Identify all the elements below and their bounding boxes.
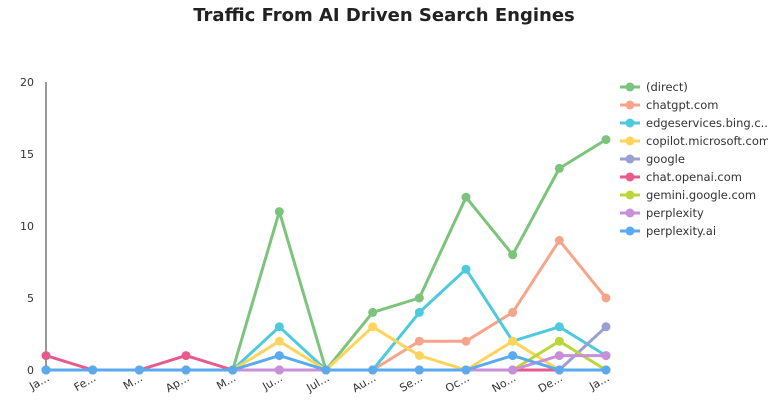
data-point bbox=[461, 264, 471, 274]
chart-title: Traffic From AI Driven Search Engines bbox=[193, 5, 575, 26]
data-point bbox=[508, 250, 518, 260]
data-point bbox=[554, 365, 564, 375]
y-tick-label: 5 bbox=[27, 292, 34, 305]
data-point bbox=[181, 351, 191, 361]
legend-item[interactable]: perplexity.ai bbox=[620, 224, 716, 238]
data-point bbox=[414, 351, 424, 361]
legend-item[interactable]: edgeservices.bing.c... bbox=[620, 116, 768, 130]
y-tick-label: 20 bbox=[20, 76, 34, 89]
data-point bbox=[461, 365, 471, 375]
series-line bbox=[44, 267, 608, 372]
data-point bbox=[134, 365, 144, 375]
data-point bbox=[368, 307, 378, 317]
y-tick-label: 10 bbox=[20, 220, 34, 233]
legend: (direct) chatgpt.com edgeservices.bing.c..… bbox=[620, 80, 768, 238]
legend-item[interactable]: (direct) bbox=[620, 80, 688, 94]
data-point bbox=[601, 322, 611, 332]
legend-item[interactable]: copilot.microsoft.com bbox=[620, 134, 768, 148]
data-point bbox=[461, 336, 471, 346]
data-point bbox=[414, 307, 424, 317]
x-tick-label: Oc... bbox=[443, 371, 471, 395]
x-tick-label: M... bbox=[121, 371, 145, 392]
legend-item[interactable]: perplexity bbox=[620, 206, 704, 220]
legend-item[interactable]: chat.openai.com bbox=[620, 170, 742, 184]
data-point bbox=[368, 322, 378, 332]
series-line bbox=[44, 138, 608, 372]
legend-label: chatgpt.com bbox=[646, 98, 719, 112]
data-point bbox=[601, 351, 611, 361]
data-point bbox=[601, 135, 611, 145]
data-point bbox=[508, 351, 518, 361]
data-point bbox=[554, 163, 564, 173]
legend-item[interactable]: gemini.google.com bbox=[620, 188, 756, 202]
data-point bbox=[461, 192, 471, 202]
data-point bbox=[41, 365, 51, 375]
legend-marker-icon bbox=[625, 100, 635, 110]
x-tick-label: Ap... bbox=[163, 371, 191, 395]
data-point bbox=[508, 365, 518, 375]
data-point bbox=[554, 351, 564, 361]
legend-marker-icon bbox=[625, 82, 635, 92]
data-point bbox=[554, 235, 564, 245]
series-layer bbox=[41, 135, 611, 375]
data-point bbox=[41, 351, 51, 361]
data-point bbox=[414, 336, 424, 346]
data-point bbox=[228, 365, 238, 375]
x-tick-label: Ju... bbox=[260, 371, 285, 393]
data-point bbox=[554, 336, 564, 346]
series-8 bbox=[41, 351, 611, 375]
legend-marker-icon bbox=[625, 136, 635, 146]
data-point bbox=[508, 336, 518, 346]
legend-marker-icon bbox=[625, 190, 635, 200]
data-point bbox=[414, 365, 424, 375]
data-point bbox=[554, 322, 564, 332]
legend-label: google bbox=[646, 152, 685, 166]
series-line bbox=[44, 238, 608, 372]
legend-label: (direct) bbox=[646, 80, 688, 94]
data-point bbox=[601, 293, 611, 303]
x-tick-label: Ja... bbox=[586, 371, 611, 393]
data-point bbox=[508, 307, 518, 317]
data-point bbox=[274, 336, 284, 346]
legend-label: chat.openai.com bbox=[646, 170, 742, 184]
x-tick-label: Jul... bbox=[304, 371, 332, 395]
legend-marker-icon bbox=[625, 208, 635, 218]
x-tick-label: Fe... bbox=[72, 371, 98, 394]
series-1 bbox=[41, 235, 611, 375]
data-point bbox=[274, 207, 284, 217]
data-point bbox=[414, 293, 424, 303]
x-tick-label: Se... bbox=[397, 371, 425, 394]
y-tick-label: 15 bbox=[20, 148, 34, 161]
legend-marker-icon bbox=[625, 172, 635, 182]
data-point bbox=[321, 365, 331, 375]
data-point bbox=[181, 365, 191, 375]
legend-label: copilot.microsoft.com bbox=[646, 134, 768, 148]
legend-label: gemini.google.com bbox=[646, 188, 756, 202]
data-point bbox=[274, 351, 284, 361]
x-axis-ticks: Ja... Fe... M... Ap... M... Ju... Jul... Au... S… bbox=[26, 371, 611, 395]
x-tick-label: M... bbox=[214, 371, 238, 392]
y-tick-label: 0 bbox=[27, 364, 34, 377]
x-tick-label: No... bbox=[490, 371, 518, 395]
x-tick-label: De... bbox=[536, 371, 565, 395]
x-tick-label: Au... bbox=[350, 371, 378, 395]
y-axis-ticks: 0 5 10 15 20 bbox=[20, 76, 34, 377]
data-point bbox=[274, 365, 284, 375]
legend-marker-icon bbox=[625, 118, 635, 128]
data-point bbox=[601, 365, 611, 375]
data-point bbox=[88, 365, 98, 375]
legend-label: perplexity bbox=[646, 206, 704, 220]
legend-label: edgeservices.bing.c... bbox=[646, 116, 768, 130]
data-point bbox=[368, 365, 378, 375]
legend-item[interactable]: google bbox=[620, 152, 685, 166]
data-point bbox=[274, 322, 284, 332]
legend-marker-icon bbox=[625, 154, 635, 164]
legend-label: perplexity.ai bbox=[646, 224, 716, 238]
legend-item[interactable]: chatgpt.com bbox=[620, 98, 719, 112]
legend-marker-icon bbox=[625, 226, 635, 236]
